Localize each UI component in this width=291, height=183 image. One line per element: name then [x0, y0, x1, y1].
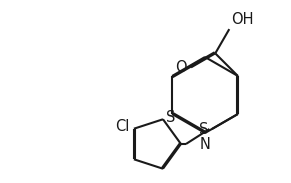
Text: S: S — [166, 110, 175, 125]
Text: OH: OH — [231, 12, 254, 27]
Text: N: N — [200, 137, 210, 152]
Text: O: O — [175, 60, 187, 75]
Text: S: S — [198, 122, 208, 137]
Text: Cl: Cl — [116, 119, 130, 134]
